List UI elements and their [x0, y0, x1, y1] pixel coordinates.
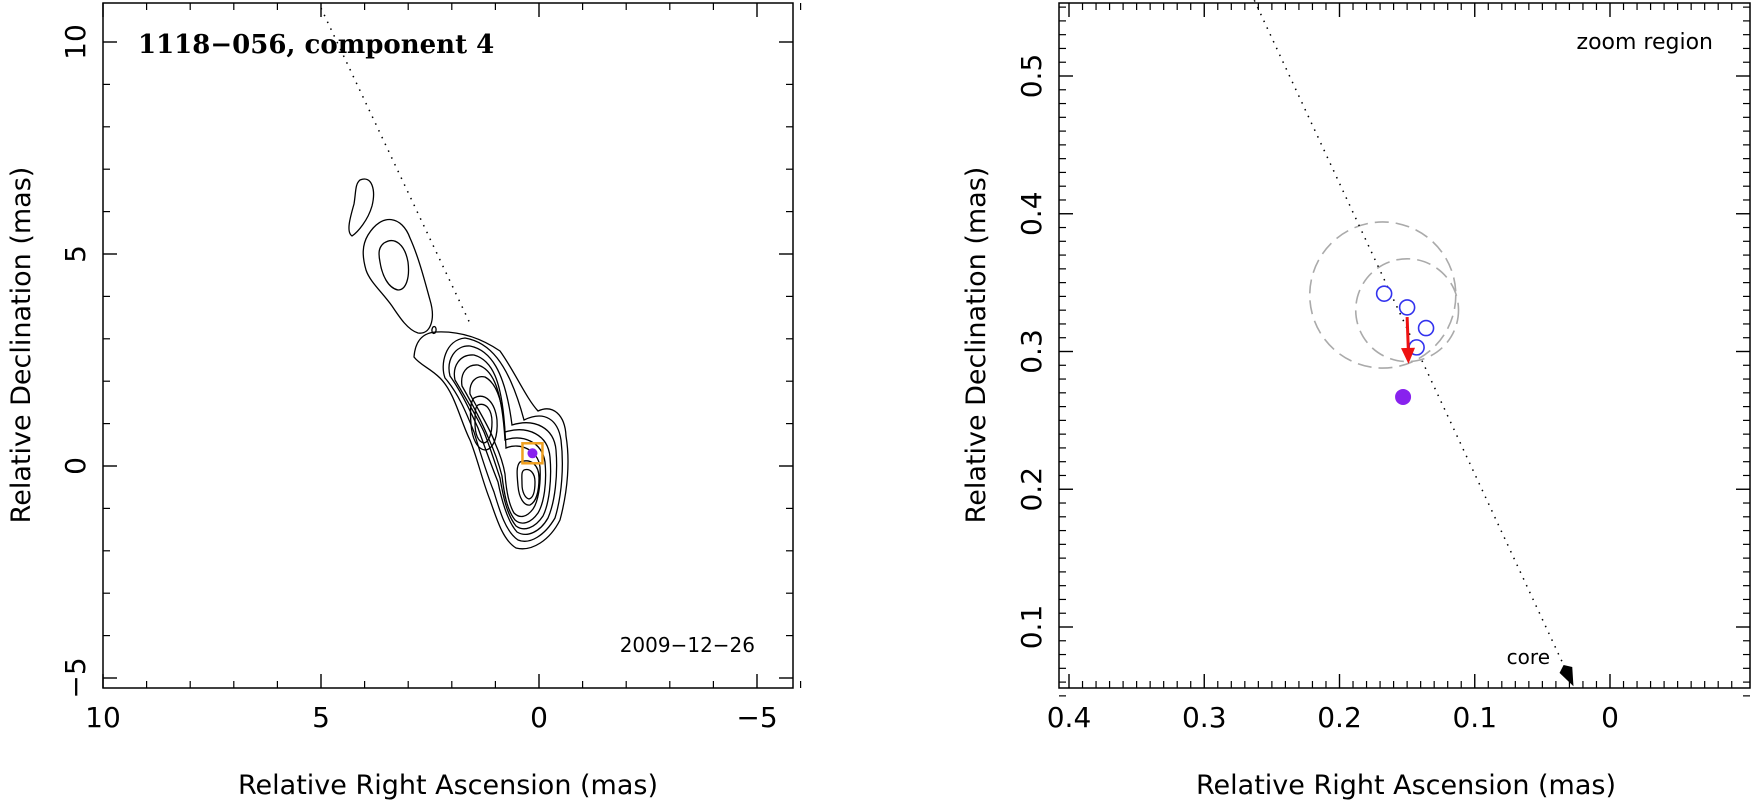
component-point	[1417, 319, 1435, 337]
contour-peak-knot	[469, 395, 498, 451]
contour-tiny-island	[431, 325, 437, 335]
error-ring	[1354, 257, 1460, 363]
component-positions	[1375, 285, 1435, 356]
contour-level-6	[469, 376, 541, 518]
right-x-axis-label: Relative Right Ascension (mas)	[1196, 770, 1616, 801]
motion-vector-arrowhead	[1401, 347, 1416, 364]
left-date-annotation: 2009−12−26	[620, 633, 755, 657]
mean-position-marker	[1395, 388, 1412, 405]
contour-level-4	[453, 354, 552, 530]
panel-zoom-region: 0.4 0.3 0.2 0.1 0 0.1 0.2 0.3 0.4 0.5 zoom region…	[961, 0, 1751, 801]
jet-axis-line-zoom	[1253, 0, 1575, 687]
contour-level-1	[413, 331, 569, 550]
left-x-axis-label: Relative Right Ascension (mas)	[238, 770, 658, 801]
right-plot-frame	[1058, 2, 1751, 689]
left-y-tick-label: 0	[59, 457, 92, 475]
contour-core-1	[516, 460, 540, 506]
right-ticks: 0.4 0.3 0.2 0.1 0 0.1 0.2 0.3 0.4 0.5	[1015, 3, 1750, 734]
right-x-tick-label: 0.4	[1047, 701, 1092, 734]
component-point	[1375, 285, 1393, 302]
component-position-marker	[527, 448, 538, 459]
left-y-axis-label: Relative Declination (mas)	[6, 167, 37, 524]
left-y-tick-label: −5	[59, 657, 92, 698]
left-title: 1118−056, component 4	[138, 30, 494, 60]
right-y-tick-label: 0.3	[1015, 329, 1048, 374]
core-direction-arrowhead	[1559, 665, 1574, 687]
right-y-tick-label: 0.1	[1015, 605, 1048, 650]
right-x-tick-label: 0.3	[1182, 701, 1227, 734]
left-x-tick-label: 5	[312, 701, 330, 734]
component-box	[521, 442, 544, 465]
contour-outer-blob	[362, 218, 433, 334]
motion-vector-arrow	[1405, 317, 1410, 354]
contour-core-2	[521, 468, 536, 500]
component-point	[1398, 299, 1416, 316]
contour-level-5	[461, 364, 547, 524]
right-zoom-annotation: zoom region	[1577, 30, 1713, 55]
left-y-tick-label: 5	[59, 245, 92, 263]
contour-map	[348, 178, 569, 550]
core-label: core	[1507, 645, 1550, 669]
right-x-tick-label: 0	[1601, 701, 1619, 734]
right-y-tick-label: 0.4	[1015, 191, 1048, 236]
contour-outer-blob-inner	[378, 239, 410, 291]
left-x-tick-label: −5	[736, 701, 777, 734]
contour-outer-filament	[348, 178, 375, 237]
right-x-tick-label: 0.1	[1452, 701, 1497, 734]
left-x-tick-label: 10	[85, 701, 121, 734]
left-plot-frame	[102, 2, 794, 689]
left-x-tick-label: 0	[530, 701, 548, 734]
contour-level-3	[448, 345, 558, 535]
error-rings	[1308, 221, 1460, 369]
contour-peak-knot-inner	[474, 403, 493, 444]
left-y-tick-label: 10	[59, 24, 92, 60]
contour-level-2	[442, 337, 563, 542]
jet-axis-line	[320, 7, 470, 323]
right-y-tick-label: 0.5	[1015, 54, 1048, 99]
right-x-tick-label: 0.2	[1317, 701, 1362, 734]
right-y-tick-label: 0.2	[1015, 467, 1048, 512]
right-y-axis-label: Relative Declination (mas)	[961, 167, 992, 524]
